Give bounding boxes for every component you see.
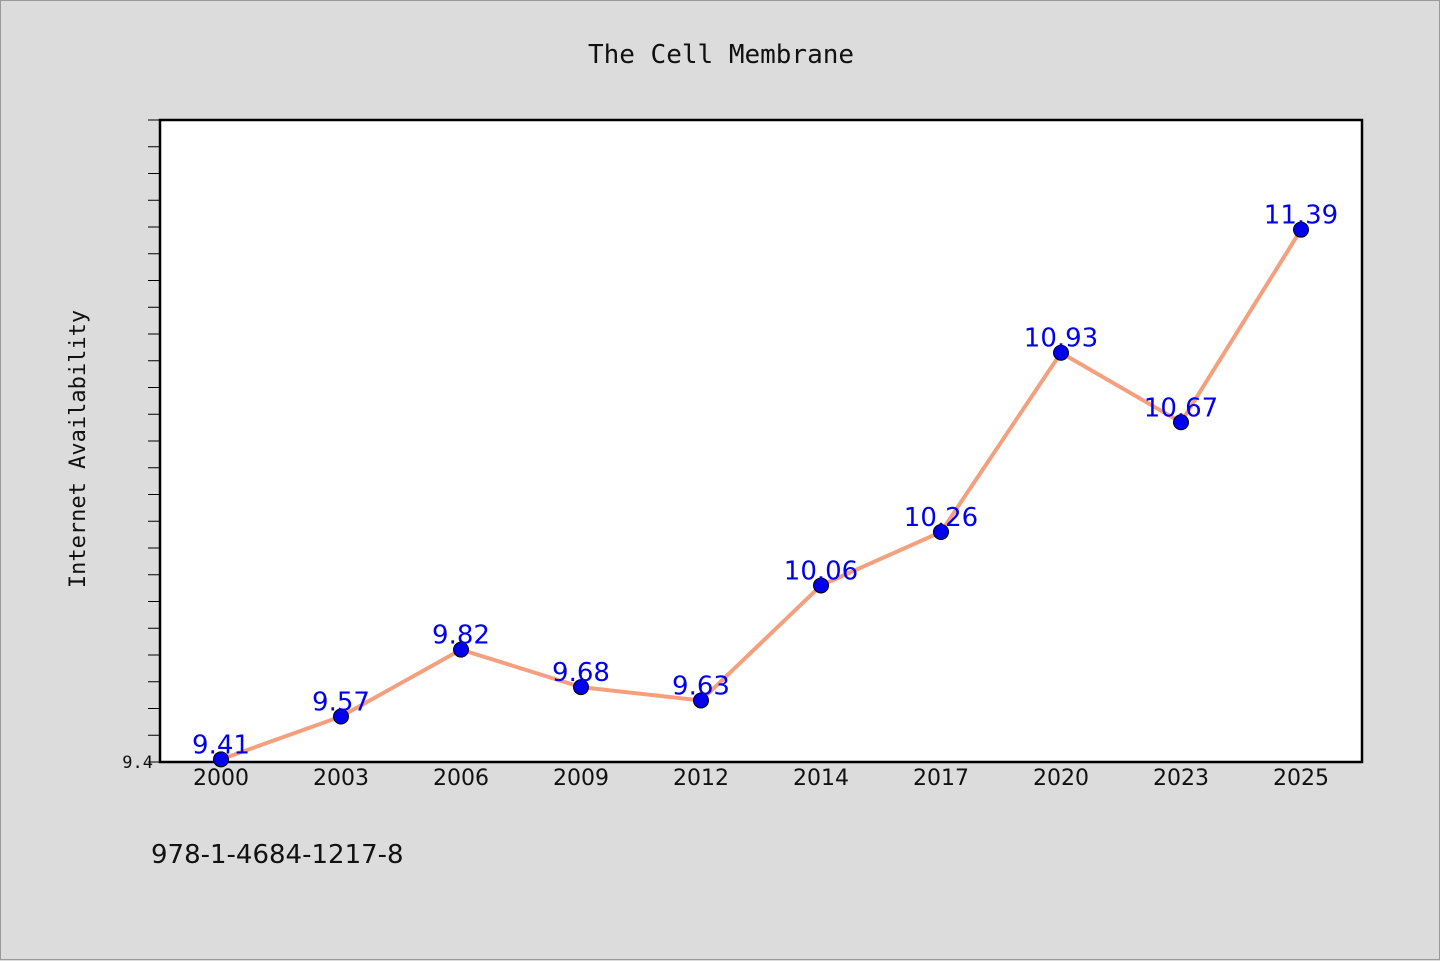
data-label: 10.26	[904, 503, 978, 533]
data-point	[1053, 344, 1069, 361]
data-point	[453, 641, 469, 658]
data-label: 11.39	[1264, 201, 1338, 231]
data-label: 10.93	[1024, 324, 1098, 354]
x-tick-label: 2009	[553, 766, 609, 791]
y-axis-ticks: 9.4	[122, 119, 160, 773]
x-tick-label: 2025	[1273, 766, 1329, 791]
y-tick-label: 9.4	[122, 753, 153, 773]
data-label: 10.06	[784, 556, 858, 586]
y-axis-label: Internet Availability	[66, 310, 91, 588]
data-label: 9.57	[312, 688, 370, 718]
data-point	[213, 751, 229, 768]
x-tick-label: 2020	[1033, 766, 1089, 791]
data-point	[1173, 414, 1189, 431]
series-group: 9.41 9.57 9.82 9.68 9.63 10.06 10.26 10.93 10.67…	[192, 201, 1338, 768]
isbn-text: 978-1-4684-1217-8	[151, 840, 404, 870]
data-point	[693, 692, 709, 709]
series-line	[219, 227, 1303, 762]
x-tick-label: 2017	[913, 766, 969, 791]
data-label: 9.63	[672, 671, 730, 701]
x-tick-label: 2023	[1153, 766, 1209, 791]
data-point	[333, 708, 349, 725]
x-tick-label: 2003	[313, 766, 369, 791]
data-label: 9.41	[192, 730, 250, 760]
plot-area	[158, 118, 1364, 764]
x-tick-label: 2006	[433, 766, 489, 791]
data-point	[1293, 221, 1309, 238]
data-label: 9.82	[432, 621, 490, 651]
chart-title: The Cell Membrane	[588, 40, 854, 70]
x-axis-ticks: 2000 2003 2006 2009 2012 2014 2017 2020 2023 2025	[193, 766, 1329, 791]
data-label: 9.68	[552, 658, 610, 688]
data-point	[933, 523, 949, 540]
x-tick-label: 2012	[673, 766, 729, 791]
data-point	[573, 679, 589, 696]
data-label: 10.67	[1144, 393, 1218, 423]
x-tick-label: 2014	[793, 766, 849, 791]
x-tick-label: 2000	[193, 766, 249, 791]
data-point	[813, 577, 829, 594]
